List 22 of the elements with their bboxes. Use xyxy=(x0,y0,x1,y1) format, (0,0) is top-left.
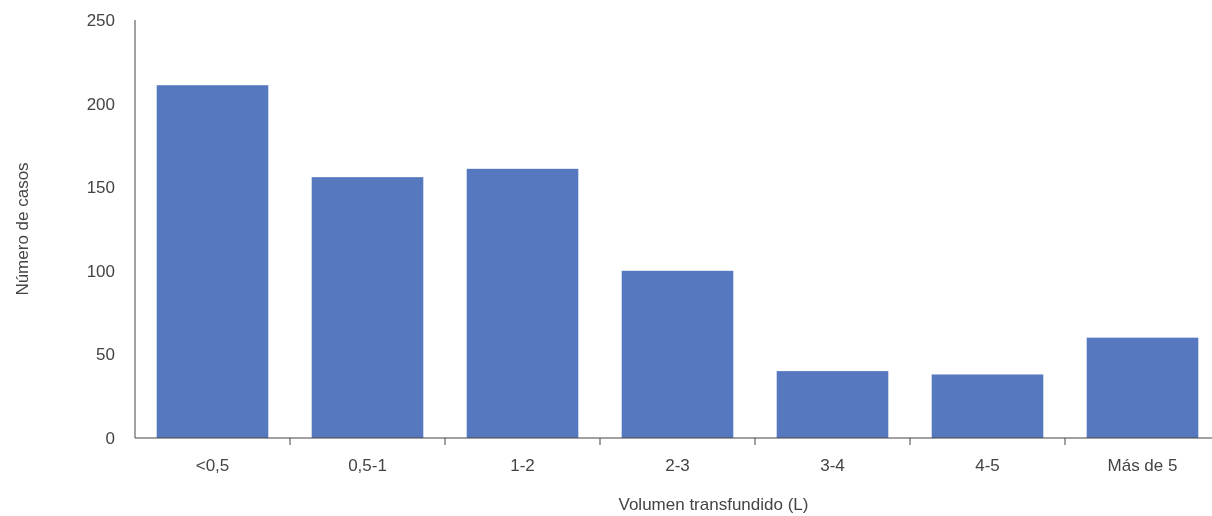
x-tick-label: <0,5 xyxy=(195,456,230,475)
x-tick-label: 3-4 xyxy=(820,456,845,475)
y-tick-label: 150 xyxy=(86,178,115,198)
bar xyxy=(776,371,889,438)
x-axis-title: Volumen transfundido (L) xyxy=(618,495,809,514)
x-tick-label: 2-3 xyxy=(665,456,690,475)
bar xyxy=(1086,337,1199,438)
x-tick-label: 4-5 xyxy=(975,456,1000,475)
y-tick-label: 50 xyxy=(96,345,115,365)
bar xyxy=(621,270,734,438)
y-axis-title: Número de casos xyxy=(13,162,32,296)
x-tick-label: Más de 5 xyxy=(1107,456,1178,475)
y-tick-label: 100 xyxy=(86,261,115,281)
y-tick-label: 0 xyxy=(105,428,115,448)
x-tick-label: 1-2 xyxy=(510,456,535,475)
y-tick-label: 250 xyxy=(86,10,115,30)
bar xyxy=(311,177,424,438)
y-tick-label: 200 xyxy=(86,94,115,114)
bar xyxy=(156,85,269,438)
bar xyxy=(931,374,1044,438)
bar xyxy=(466,168,579,438)
x-tick-label: 0,5-1 xyxy=(348,456,387,475)
